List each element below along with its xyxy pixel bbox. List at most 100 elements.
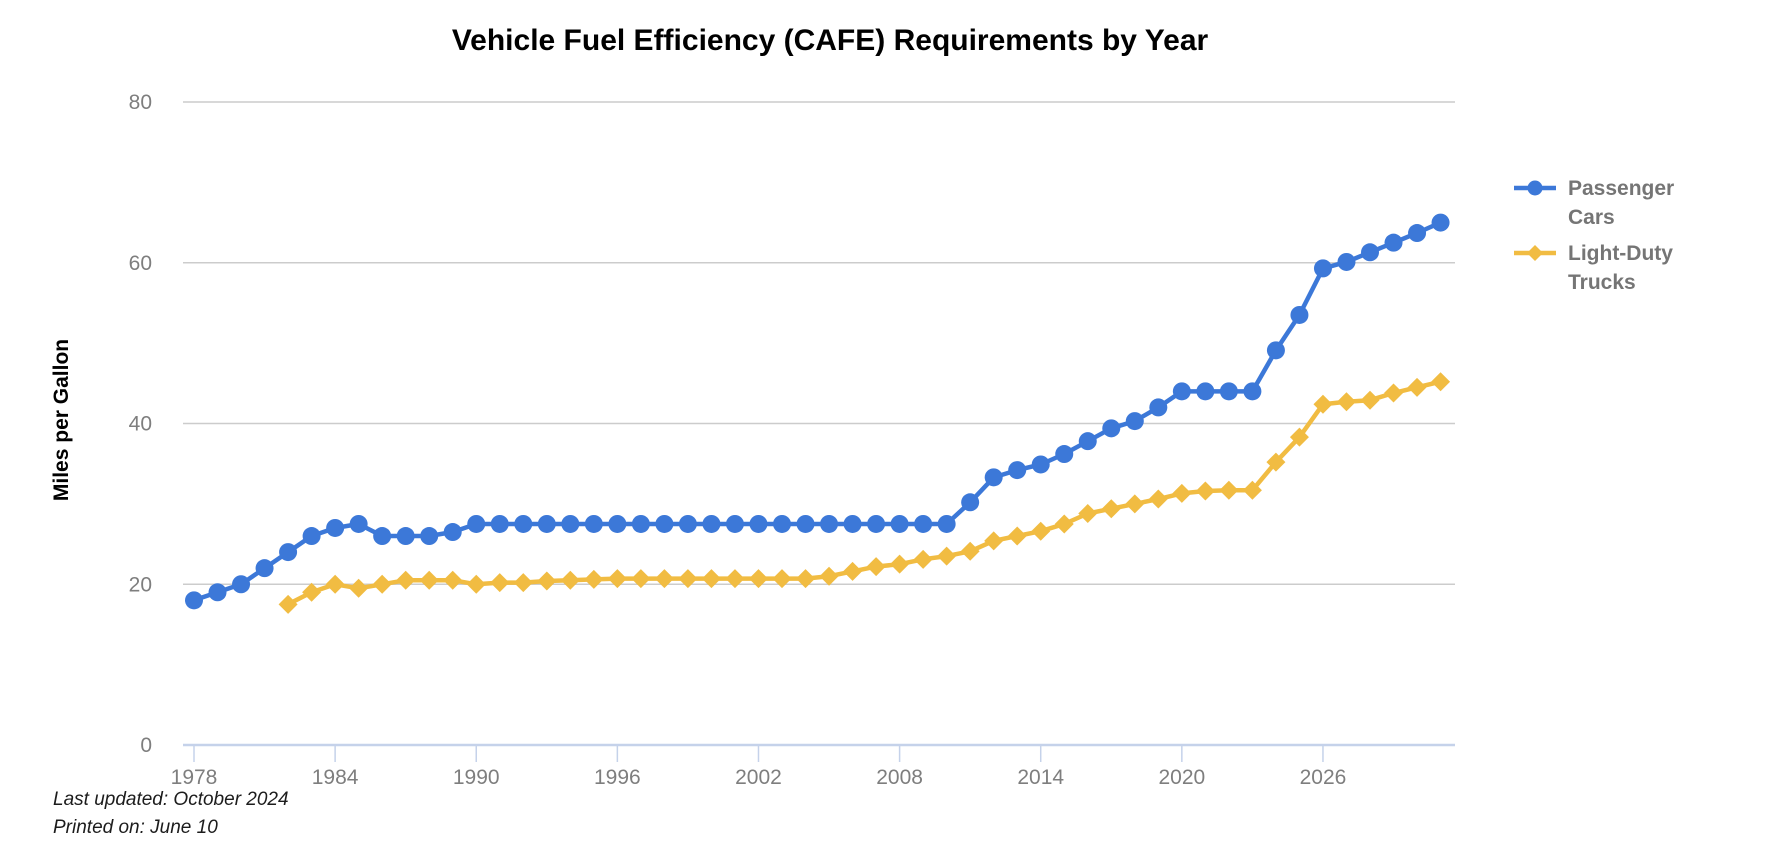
- legend-item-passenger-cars[interactable]: Passenger Cars: [1512, 174, 1762, 232]
- data-point-passenger-cars[interactable]: [1149, 398, 1168, 417]
- data-point-light-duty-trucks[interactable]: [537, 571, 557, 591]
- data-point-light-duty-trucks[interactable]: [1242, 480, 1262, 500]
- data-point-passenger-cars[interactable]: [232, 575, 251, 594]
- data-point-passenger-cars[interactable]: [467, 514, 486, 533]
- data-point-passenger-cars[interactable]: [678, 514, 697, 533]
- data-point-light-duty-trucks[interactable]: [890, 554, 910, 574]
- data-point-passenger-cars[interactable]: [537, 514, 556, 533]
- data-point-passenger-cars[interactable]: [1031, 455, 1050, 474]
- data-point-passenger-cars[interactable]: [890, 514, 909, 533]
- data-point-light-duty-trucks[interactable]: [1101, 499, 1121, 519]
- data-point-passenger-cars[interactable]: [1408, 224, 1427, 243]
- data-point-light-duty-trucks[interactable]: [866, 557, 886, 577]
- data-point-light-duty-trucks[interactable]: [1054, 514, 1074, 534]
- data-point-light-duty-trucks[interactable]: [396, 570, 416, 590]
- data-point-light-duty-trucks[interactable]: [796, 569, 816, 589]
- data-point-passenger-cars[interactable]: [514, 514, 533, 533]
- data-point-light-duty-trucks[interactable]: [913, 549, 933, 569]
- data-point-passenger-cars[interactable]: [1431, 213, 1450, 232]
- data-point-passenger-cars[interactable]: [1055, 445, 1074, 464]
- data-point-passenger-cars[interactable]: [1172, 382, 1191, 401]
- data-point-light-duty-trucks[interactable]: [372, 574, 392, 594]
- data-point-passenger-cars[interactable]: [796, 514, 815, 533]
- data-point-light-duty-trucks[interactable]: [937, 546, 957, 566]
- data-point-passenger-cars[interactable]: [1196, 382, 1215, 401]
- data-point-light-duty-trucks[interactable]: [1148, 489, 1168, 509]
- data-point-light-duty-trucks[interactable]: [819, 566, 839, 586]
- data-point-light-duty-trucks[interactable]: [984, 531, 1004, 551]
- data-point-light-duty-trucks[interactable]: [843, 561, 863, 581]
- data-point-passenger-cars[interactable]: [984, 468, 1003, 487]
- data-point-passenger-cars[interactable]: [373, 527, 392, 546]
- data-point-passenger-cars[interactable]: [749, 514, 768, 533]
- data-point-light-duty-trucks[interactable]: [466, 574, 486, 594]
- data-point-passenger-cars[interactable]: [1313, 259, 1332, 278]
- data-point-passenger-cars[interactable]: [490, 514, 509, 533]
- data-point-passenger-cars[interactable]: [820, 514, 839, 533]
- data-point-passenger-cars[interactable]: [1337, 252, 1356, 271]
- data-point-passenger-cars[interactable]: [1266, 341, 1285, 360]
- data-point-light-duty-trucks[interactable]: [1031, 521, 1051, 541]
- data-point-passenger-cars[interactable]: [420, 527, 439, 546]
- data-point-passenger-cars[interactable]: [185, 591, 203, 610]
- data-point-light-duty-trucks[interactable]: [1266, 452, 1286, 472]
- data-point-passenger-cars[interactable]: [608, 514, 627, 533]
- data-point-passenger-cars[interactable]: [1243, 382, 1262, 401]
- data-point-passenger-cars[interactable]: [1102, 419, 1121, 438]
- data-point-light-duty-trucks[interactable]: [560, 570, 580, 590]
- data-point-light-duty-trucks[interactable]: [1384, 383, 1404, 403]
- data-point-light-duty-trucks[interactable]: [701, 569, 721, 589]
- data-point-light-duty-trucks[interactable]: [1007, 526, 1027, 546]
- data-point-light-duty-trucks[interactable]: [725, 569, 745, 589]
- data-point-light-duty-trucks[interactable]: [1125, 494, 1145, 514]
- data-point-passenger-cars[interactable]: [326, 518, 345, 537]
- data-point-passenger-cars[interactable]: [937, 514, 956, 533]
- data-point-light-duty-trucks[interactable]: [1407, 377, 1427, 397]
- data-point-passenger-cars[interactable]: [773, 514, 791, 533]
- data-point-passenger-cars[interactable]: [279, 543, 298, 562]
- data-point-light-duty-trucks[interactable]: [349, 578, 369, 598]
- data-point-light-duty-trucks[interactable]: [1336, 392, 1356, 412]
- data-point-light-duty-trucks[interactable]: [278, 594, 298, 614]
- data-point-light-duty-trucks[interactable]: [443, 570, 463, 590]
- data-point-passenger-cars[interactable]: [631, 514, 650, 533]
- data-point-passenger-cars[interactable]: [655, 514, 674, 533]
- data-point-light-duty-trucks[interactable]: [654, 569, 674, 589]
- data-point-passenger-cars[interactable]: [584, 514, 603, 533]
- data-point-light-duty-trucks[interactable]: [631, 569, 651, 589]
- data-point-light-duty-trucks[interactable]: [325, 574, 345, 594]
- data-point-light-duty-trucks[interactable]: [1078, 504, 1098, 524]
- data-point-passenger-cars[interactable]: [843, 514, 862, 533]
- data-point-passenger-cars[interactable]: [208, 583, 227, 602]
- data-point-light-duty-trucks[interactable]: [772, 569, 792, 589]
- data-point-passenger-cars[interactable]: [961, 493, 980, 512]
- data-point-passenger-cars[interactable]: [396, 527, 415, 546]
- data-point-passenger-cars[interactable]: [1125, 412, 1144, 431]
- data-point-passenger-cars[interactable]: [867, 514, 886, 533]
- data-point-passenger-cars[interactable]: [1008, 461, 1027, 480]
- data-point-passenger-cars[interactable]: [1384, 233, 1403, 252]
- data-point-passenger-cars[interactable]: [914, 514, 933, 533]
- data-point-passenger-cars[interactable]: [1361, 243, 1379, 262]
- data-point-passenger-cars[interactable]: [561, 514, 580, 533]
- data-point-light-duty-trucks[interactable]: [1360, 390, 1380, 410]
- data-point-light-duty-trucks[interactable]: [419, 570, 439, 590]
- data-point-passenger-cars[interactable]: [302, 527, 321, 546]
- data-point-light-duty-trucks[interactable]: [584, 569, 604, 589]
- data-point-light-duty-trucks[interactable]: [1289, 427, 1309, 447]
- data-point-passenger-cars[interactable]: [725, 514, 744, 533]
- data-point-light-duty-trucks[interactable]: [748, 569, 768, 589]
- data-point-light-duty-trucks[interactable]: [1431, 372, 1451, 392]
- data-point-light-duty-trucks[interactable]: [1172, 483, 1192, 503]
- data-point-light-duty-trucks[interactable]: [302, 582, 322, 602]
- data-point-passenger-cars[interactable]: [349, 514, 368, 533]
- data-point-passenger-cars[interactable]: [255, 559, 274, 578]
- data-point-passenger-cars[interactable]: [1219, 382, 1238, 401]
- data-point-passenger-cars[interactable]: [1078, 432, 1097, 451]
- data-point-light-duty-trucks[interactable]: [490, 573, 510, 593]
- data-point-light-duty-trucks[interactable]: [1313, 394, 1333, 414]
- data-point-light-duty-trucks[interactable]: [1219, 480, 1239, 500]
- data-point-passenger-cars[interactable]: [1290, 305, 1309, 324]
- data-point-passenger-cars[interactable]: [443, 523, 462, 542]
- data-point-passenger-cars[interactable]: [702, 514, 721, 533]
